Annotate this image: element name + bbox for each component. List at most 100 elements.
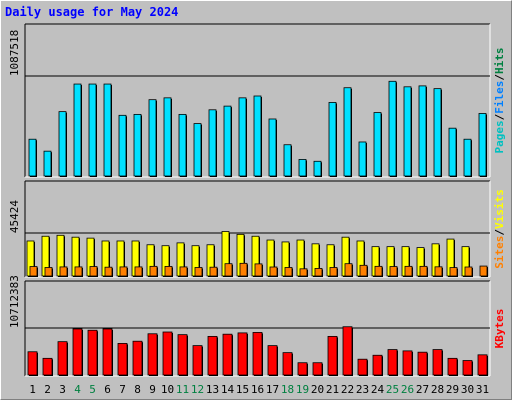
bar-files-day-27 <box>418 85 427 177</box>
bar-sites-day-15 <box>239 262 248 277</box>
x-tick-label-day-20: 20 <box>311 383 324 396</box>
bar-files-day-6 <box>103 83 112 177</box>
bar-kbytes-day-29 <box>447 357 458 376</box>
bar-files-day-17 <box>268 118 277 177</box>
bar-files-day-15 <box>238 97 247 177</box>
y-max-label: 1087518 <box>8 30 21 76</box>
x-tick-label-day-25: 25 <box>386 383 399 396</box>
bar-files-day-7 <box>118 114 127 177</box>
bar-kbytes-day-10 <box>162 331 173 376</box>
x-tick-label-day-23: 23 <box>356 383 369 396</box>
bar-files-day-8 <box>133 113 142 177</box>
legend: KBytes <box>493 309 506 349</box>
x-tick-label-day-21: 21 <box>326 383 339 396</box>
bar-sites-day-18 <box>284 267 293 277</box>
bar-kbytes-day-20 <box>312 362 323 376</box>
bar-sites-day-25 <box>389 266 398 277</box>
bar-sites-day-21 <box>329 267 338 277</box>
bar-sites-day-8 <box>134 266 143 277</box>
x-tick-label-day-16: 16 <box>251 383 264 396</box>
bar-sites-day-31 <box>479 265 488 277</box>
bar-sites-day-30 <box>464 266 473 277</box>
x-tick-label-day-30: 30 <box>461 383 474 396</box>
bar-sites-day-6 <box>104 266 113 277</box>
bar-files-day-21 <box>328 102 337 177</box>
legend: Sites/Visits <box>493 189 506 269</box>
x-tick-label-day-22: 22 <box>341 383 354 396</box>
bar-kbytes-day-26 <box>402 350 413 376</box>
bar-sites-day-19 <box>299 268 308 277</box>
legend-separator: / <box>493 229 506 236</box>
bar-kbytes-day-23 <box>357 358 368 376</box>
bar-kbytes-day-18 <box>282 352 293 376</box>
bar-kbytes-day-15 <box>237 332 248 376</box>
x-tick-label-day-3: 3 <box>59 383 66 396</box>
x-tick-label-day-12: 12 <box>191 383 204 396</box>
legend-item-kbytes: KBytes <box>493 309 506 349</box>
legend: Pages/Files/Hits <box>493 48 506 154</box>
bar-sites-day-1 <box>29 266 38 277</box>
bar-sites-day-16 <box>254 263 263 277</box>
bar-files-day-23 <box>358 141 367 177</box>
bar-files-day-1 <box>28 138 37 177</box>
bar-kbytes-day-24 <box>372 354 383 376</box>
bar-kbytes-day-4 <box>72 328 83 376</box>
bar-kbytes-day-13 <box>207 335 218 376</box>
bar-kbytes-day-6 <box>102 328 113 376</box>
bar-kbytes-day-17 <box>267 345 278 376</box>
bar-files-day-29 <box>448 127 457 177</box>
bar-kbytes-day-2 <box>42 357 53 376</box>
bar-sites-day-20 <box>314 268 323 277</box>
bar-sites-day-28 <box>434 266 443 277</box>
bar-files-day-4 <box>73 83 82 177</box>
bar-files-day-20 <box>313 160 322 177</box>
bar-sites-day-24 <box>374 265 383 277</box>
x-tick-label-day-24: 24 <box>371 383 385 396</box>
bar-files-day-11 <box>178 113 187 177</box>
bar-sites-day-22 <box>344 263 353 277</box>
bar-files-day-18 <box>283 144 292 177</box>
bar-kbytes-day-22 <box>342 326 353 376</box>
bar-files-day-13 <box>208 109 217 177</box>
bar-sites-day-5 <box>89 266 98 277</box>
legend-item-visits: Visits <box>493 189 506 229</box>
legend-separator: / <box>493 74 506 81</box>
bar-kbytes-day-14 <box>222 333 233 376</box>
x-tick-label-day-27: 27 <box>416 383 429 396</box>
bar-files-day-12 <box>193 123 202 177</box>
bar-kbytes-day-12 <box>192 345 203 376</box>
x-tick-label-day-1: 1 <box>29 383 36 396</box>
x-tick-label-day-26: 26 <box>401 383 414 396</box>
x-tick-label-day-5: 5 <box>89 383 96 396</box>
bar-kbytes-day-8 <box>132 340 143 376</box>
bar-sites-day-4 <box>74 266 83 277</box>
bar-sites-day-17 <box>269 266 278 277</box>
x-tick-label-day-8: 8 <box>134 383 141 396</box>
bar-sites-day-27 <box>419 265 428 277</box>
x-tick-label-day-7: 7 <box>119 383 126 396</box>
bar-files-day-10 <box>163 97 172 177</box>
x-tick-label-day-11: 11 <box>176 383 189 396</box>
y-max-label: 45424 <box>8 200 21 233</box>
bar-files-day-16 <box>253 95 262 177</box>
x-tick-label-day-6: 6 <box>104 383 111 396</box>
bar-files-day-26 <box>403 86 412 177</box>
x-tick-label-day-2: 2 <box>44 383 51 396</box>
page-title: Daily usage for May 2024 <box>5 5 179 19</box>
x-tick-label-day-13: 13 <box>206 383 219 396</box>
bar-sites-day-2 <box>44 267 53 277</box>
x-tick-label-day-4: 4 <box>74 383 81 396</box>
bar-sites-day-9 <box>149 265 158 277</box>
x-tick-label-day-19: 19 <box>296 383 309 396</box>
bar-files-day-2 <box>43 150 52 177</box>
bar-sites-day-29 <box>449 267 458 277</box>
bar-sites-day-14 <box>224 263 233 277</box>
bar-kbytes-day-5 <box>87 329 98 376</box>
x-tick-label-day-9: 9 <box>149 383 156 396</box>
x-tick-label-day-28: 28 <box>431 383 444 396</box>
bar-kbytes-day-16 <box>252 332 263 376</box>
bar-kbytes-day-1 <box>27 351 38 376</box>
bar-kbytes-day-31 <box>477 354 488 376</box>
bar-files-day-24 <box>373 112 382 177</box>
